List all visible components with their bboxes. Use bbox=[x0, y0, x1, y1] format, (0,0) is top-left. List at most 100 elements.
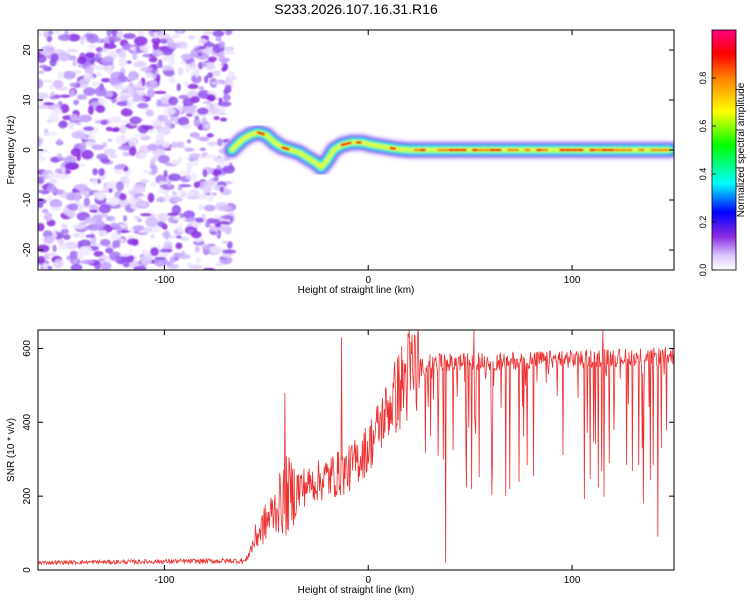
spectrogram-x-tick-label: 100 bbox=[564, 275, 581, 286]
noise-blob bbox=[227, 71, 235, 79]
noise-blob bbox=[115, 164, 126, 170]
noise-blob bbox=[222, 249, 237, 254]
noise-blob bbox=[57, 71, 65, 79]
noise-blob bbox=[137, 218, 143, 223]
noise-blob bbox=[177, 186, 183, 191]
spectrogram-y-tick-label: -10 bbox=[22, 192, 33, 207]
noise-blob bbox=[222, 164, 235, 174]
noise-blob bbox=[156, 99, 162, 108]
noise-blob bbox=[160, 33, 171, 40]
colorbar: 0.0 0.2 0.4 0.6 0.8 Normalized spectral ampl… bbox=[698, 29, 747, 277]
noise-blob bbox=[44, 212, 53, 222]
noise-blob bbox=[99, 229, 108, 236]
noise-blob bbox=[171, 204, 182, 215]
noise-blob bbox=[44, 131, 59, 136]
noise-blob bbox=[213, 115, 220, 121]
noise-blob bbox=[186, 262, 194, 268]
noise-blob bbox=[210, 81, 223, 85]
noise-blob bbox=[115, 97, 129, 101]
noise-blob bbox=[107, 138, 113, 143]
snr-frame bbox=[37, 329, 675, 571]
noise-blob bbox=[162, 261, 174, 266]
noise-blob bbox=[108, 251, 122, 261]
noise-blob bbox=[151, 50, 164, 57]
noise-blob bbox=[93, 260, 102, 270]
noise-blob bbox=[226, 241, 233, 249]
noise-blob bbox=[202, 31, 214, 35]
noise-blob bbox=[117, 145, 132, 151]
noise-blob bbox=[178, 184, 192, 188]
noise-blob bbox=[202, 100, 212, 105]
noise-blob bbox=[143, 227, 153, 234]
noise-blob bbox=[198, 86, 205, 91]
noise-blob bbox=[186, 173, 191, 180]
noise-blob bbox=[206, 133, 214, 138]
noise-blob bbox=[168, 57, 175, 66]
noise-blob bbox=[221, 240, 229, 244]
noise-blob bbox=[72, 232, 80, 238]
noise-blob bbox=[110, 232, 120, 241]
spectrogram-x-label: Height of straight line (km) bbox=[298, 285, 415, 296]
noise-blob bbox=[199, 147, 207, 152]
noise-blob bbox=[197, 61, 204, 70]
noise-blob bbox=[60, 167, 66, 176]
noise-blob bbox=[96, 153, 109, 160]
noise-blob bbox=[38, 189, 45, 193]
noise-blob bbox=[194, 47, 201, 52]
noise-blob bbox=[38, 153, 43, 157]
noise-blob bbox=[164, 70, 175, 77]
noise-blob bbox=[204, 46, 211, 55]
noise-blob bbox=[133, 60, 147, 68]
noise-blob bbox=[97, 258, 104, 262]
colorbar-tick-label: 0.0 bbox=[698, 264, 708, 277]
colorbar-tick-label: 0.6 bbox=[698, 120, 708, 133]
noise-blob bbox=[163, 94, 170, 99]
noise-blob bbox=[176, 141, 185, 149]
noise-blob bbox=[43, 31, 50, 38]
noise-blob bbox=[181, 250, 186, 257]
noise-blob bbox=[57, 34, 72, 41]
spectrogram-y-tick-label: 10 bbox=[22, 94, 33, 106]
noise-blob bbox=[118, 57, 128, 67]
noise-blob bbox=[188, 35, 196, 40]
noise-blob bbox=[136, 30, 145, 37]
noise-blob bbox=[86, 33, 99, 44]
colorbar-tick-label: 0.4 bbox=[698, 168, 708, 181]
noise-blob bbox=[222, 46, 233, 55]
noise-blob bbox=[85, 234, 96, 238]
noise-blob bbox=[47, 172, 60, 180]
noise-blob bbox=[62, 70, 76, 80]
noise-blob bbox=[46, 184, 57, 193]
noise-blob bbox=[99, 238, 111, 247]
noise-blob bbox=[147, 143, 159, 151]
noise-blob bbox=[88, 43, 97, 49]
noise-blob bbox=[218, 40, 226, 49]
noise-blob bbox=[38, 78, 44, 89]
ridge-core-segment bbox=[281, 146, 290, 151]
noise-blob bbox=[206, 218, 218, 224]
noise-blob bbox=[83, 87, 96, 96]
noise-blob bbox=[53, 30, 62, 35]
noise-blob bbox=[69, 89, 76, 98]
noise-blob bbox=[140, 67, 153, 72]
noise-blob bbox=[137, 201, 148, 208]
noise-blob bbox=[182, 106, 197, 115]
spectrogram-y-tick-label: -20 bbox=[22, 242, 33, 257]
noise-blob bbox=[38, 222, 45, 232]
noise-blob bbox=[224, 30, 233, 36]
noise-blob bbox=[181, 124, 192, 129]
noise-blob bbox=[193, 118, 201, 127]
spectrogram-y-tick-label: 0 bbox=[22, 147, 33, 153]
noise-blob bbox=[203, 180, 215, 187]
noise-blob bbox=[52, 79, 64, 89]
noise-blob bbox=[125, 199, 133, 204]
noise-blob bbox=[186, 191, 196, 196]
noise-blob bbox=[193, 181, 201, 189]
noise-blob bbox=[157, 114, 169, 122]
noise-blob bbox=[117, 225, 122, 235]
noise-blob bbox=[94, 86, 107, 97]
noise-blob bbox=[106, 64, 113, 75]
noise-blob bbox=[78, 249, 84, 260]
noise-blob bbox=[78, 114, 92, 123]
